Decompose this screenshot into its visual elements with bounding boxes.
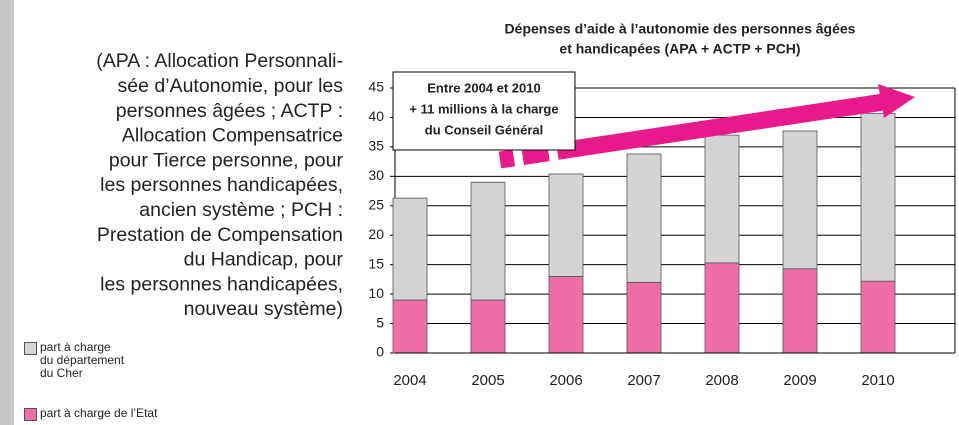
- bar-segment: [392, 197, 428, 301]
- y-tick-label: 20: [368, 226, 384, 242]
- y-tick-label: 15: [368, 255, 384, 271]
- x-tick-label: 2009: [783, 372, 816, 389]
- legend-label: part à charge de l’Etat: [40, 406, 158, 420]
- x-tick-label: 2008: [705, 372, 738, 389]
- x-tick-label: 2005: [471, 372, 504, 389]
- x-tick-label: 2007: [627, 372, 660, 389]
- bar-segment: [626, 153, 662, 283]
- y-tick-label: 30: [368, 167, 384, 183]
- note-text: ancien système ; PCH :: [139, 199, 343, 221]
- note-text: personnes âgées ; ACTP :: [116, 100, 343, 122]
- note-text: les personnes handicapées,: [100, 273, 343, 295]
- legend-swatch: [24, 342, 37, 355]
- bar-segment: [860, 280, 896, 354]
- annotation-text: + 11 millions à la charge: [409, 101, 558, 116]
- note-text: Prestation de Compensation: [97, 224, 343, 246]
- y-tick-label: 40: [368, 108, 384, 124]
- trend-arrow-head: [878, 84, 915, 118]
- bar-segment: [704, 134, 740, 264]
- y-tick-label: 25: [368, 196, 384, 212]
- bar-segment: [548, 276, 584, 354]
- y-tick-label: 35: [368, 138, 384, 154]
- bar-segment: [782, 130, 818, 270]
- x-tick-label: 2004: [393, 372, 426, 389]
- chart-title: et handicapées (APA + ACTP + PCH): [559, 41, 800, 57]
- note-text: Allocation Compensatrice: [122, 125, 343, 147]
- x-tick-label: 2010: [861, 372, 894, 389]
- note-text: les personnes handicapées,: [100, 174, 343, 196]
- y-tick-label: 45: [368, 79, 384, 95]
- x-tick-label: 2006: [549, 372, 582, 389]
- note-text: pour Tierce personne, pour: [109, 149, 344, 171]
- bar-segment: [782, 268, 818, 354]
- annotation-text: Entre 2004 et 2010: [427, 80, 540, 95]
- bar-segment: [470, 299, 506, 354]
- bar-segment: [704, 262, 740, 354]
- annotation-box: [392, 71, 576, 151]
- y-tick-label: 10: [368, 285, 384, 301]
- note-text: (APA : Allocation Personnali-: [96, 50, 343, 72]
- bar-segment: [548, 173, 584, 277]
- bar-segment: [470, 181, 506, 301]
- annotation-text: du Conseil Général: [425, 122, 543, 137]
- legend-swatch: [24, 408, 37, 421]
- y-tick-label: 5: [376, 314, 384, 330]
- bar-segment: [860, 112, 896, 282]
- note-text: du Handicap, pour: [184, 249, 344, 271]
- bar-segment: [392, 299, 428, 354]
- chart-title: Dépenses d’aide à l’autonomie des person…: [505, 21, 856, 37]
- note-text: nouveau système): [184, 298, 343, 320]
- side-strip: [0, 0, 14, 425]
- bar-segment: [626, 281, 662, 354]
- note-text: sée d’Autonomie, pour les: [118, 75, 344, 97]
- legend-label: part à charge du département du Cher: [40, 340, 125, 380]
- y-tick-label: 0: [376, 344, 384, 360]
